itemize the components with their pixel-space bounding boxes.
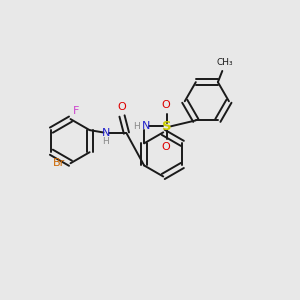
- Text: O: O: [118, 102, 126, 112]
- Text: S: S: [162, 120, 172, 133]
- Text: Br: Br: [53, 158, 65, 168]
- Text: O: O: [162, 100, 171, 110]
- Text: N: N: [102, 128, 110, 138]
- Text: N: N: [141, 121, 150, 131]
- Text: H: H: [102, 137, 109, 146]
- Text: F: F: [73, 106, 79, 116]
- Text: O: O: [162, 142, 171, 152]
- Text: CH₃: CH₃: [216, 58, 233, 67]
- Text: H: H: [134, 122, 140, 131]
